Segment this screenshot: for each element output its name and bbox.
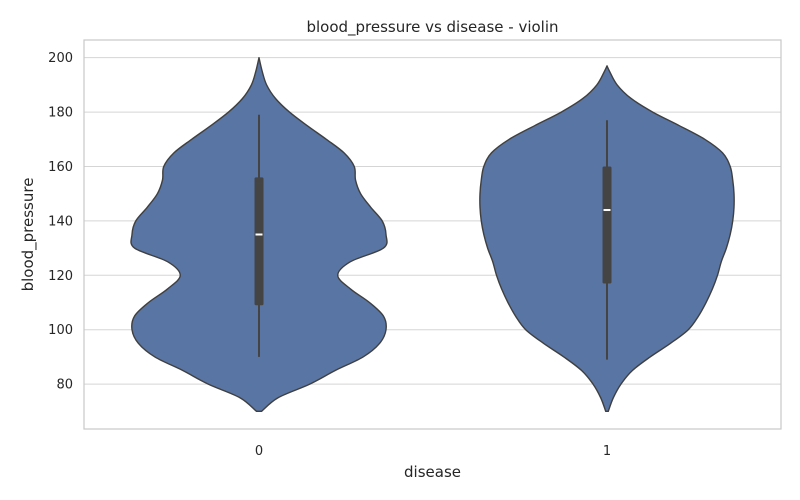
y-tick-label-180: 180 <box>48 106 73 121</box>
y-tick-label-80: 80 <box>56 378 73 393</box>
plot-frame <box>83 39 782 430</box>
y-axis-label: blood_pressure <box>19 178 38 292</box>
x-axis-label: disease <box>404 463 461 481</box>
x-tick-label-0: 0 <box>255 444 263 459</box>
y-tick-label-100: 100 <box>48 323 73 338</box>
y-ticks: 80 100 120 140 160 180 200 <box>48 51 73 392</box>
chart-title: blood_pressure vs disease - violin <box>306 18 558 37</box>
y-tick-label-120: 120 <box>48 269 73 284</box>
x-tick-label-1: 1 <box>603 444 611 459</box>
y-tick-label-140: 140 <box>48 214 73 229</box>
iqr-box-1 <box>602 166 612 284</box>
y-tick-label-160: 160 <box>48 160 73 175</box>
iqr-box-0 <box>254 177 264 306</box>
violins <box>130 56 735 413</box>
y-tick-label-200: 200 <box>48 51 73 66</box>
